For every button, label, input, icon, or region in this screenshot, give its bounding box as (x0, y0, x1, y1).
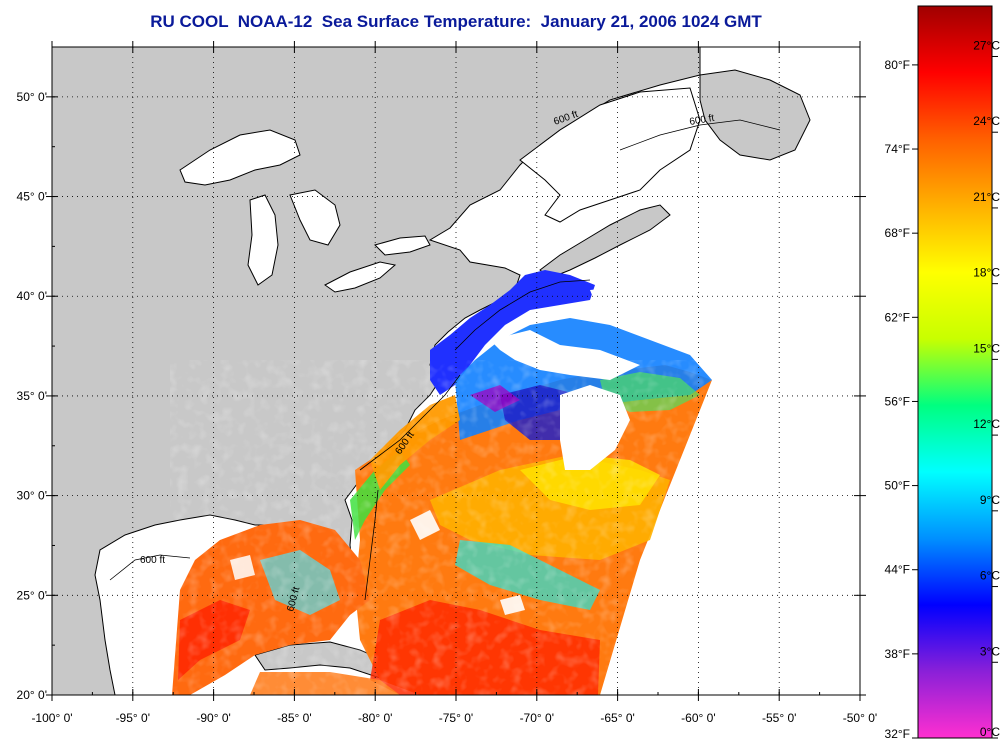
lon-tick-label: -75° 0' (439, 711, 473, 725)
celsius-label: 18°C (973, 266, 1000, 280)
celsius-label: 21°C (973, 190, 1000, 204)
depth-contours (109, 119, 781, 601)
lat-tick-label: 25° 0' (17, 588, 47, 602)
lat-tick-label: 30° 0' (17, 489, 47, 503)
lat-tick-label: 40° 0' (17, 289, 47, 303)
lat-lon-grid (52, 47, 860, 695)
colorbar: 27°C 24°C 21°C 18°C 15°C 12°C 9°C 6°C 3°C 0°C 80°… (885, 5, 1000, 741)
longitude-labels: -100° 0' -95° 0' -90° 0' -85° 0' -80° 0' -75°… (31, 711, 877, 725)
colorbar-fahrenheit-labels: 80°F 74°F 68°F 62°F 56°F 50°F 44°F 38°F 32°F (885, 58, 918, 741)
celsius-label: 0°C (980, 725, 1000, 739)
colorbar-gradient (917, 5, 993, 739)
lon-tick-label: -70° 0' (520, 711, 554, 725)
lon-tick-label: -80° 0' (358, 711, 392, 725)
great-lake-huron (289, 189, 341, 246)
lat-tick-label: 50° 0' (17, 90, 47, 104)
map-title: RU COOL NOAA-12 Sea Surface Temperature:… (150, 12, 762, 31)
lat-tick-label: 45° 0' (17, 190, 47, 204)
axis-ticks (46, 41, 866, 701)
great-lake-michigan (247, 194, 279, 286)
lat-tick-label: 20° 0' (17, 688, 47, 702)
fahrenheit-label: 38°F (885, 647, 910, 661)
land-newfoundland (699, 69, 811, 161)
great-lake-superior (179, 129, 301, 186)
lon-tick-label: -60° 0' (681, 711, 715, 725)
celsius-label: 9°C (980, 493, 1000, 507)
fahrenheit-label: 32°F (885, 727, 910, 741)
latitude-labels: 50° 0' 45° 0' 40° 0' 35° 0' 30° 0' 25° 0' 20° … (17, 90, 47, 702)
great-lake-ontario (374, 235, 431, 256)
celsius-label: 27°C (973, 38, 1000, 52)
lon-tick-label: -95° 0' (116, 711, 150, 725)
gulf-of-st-lawrence (519, 87, 701, 223)
fahrenheit-label: 56°F (885, 394, 910, 408)
great-lake-erie (324, 261, 397, 293)
lon-tick-label: -65° 0' (600, 711, 634, 725)
celsius-label: 12°C (973, 417, 1000, 431)
celsius-label: 24°C (973, 114, 1000, 128)
celsius-label: 15°C (973, 341, 1000, 355)
contour-label: 600 ft (689, 113, 716, 128)
lon-tick-label: -85° 0' (277, 711, 311, 725)
fahrenheit-label: 68°F (885, 226, 910, 240)
celsius-label: 3°C (980, 644, 1000, 658)
fahrenheit-label: 80°F (885, 58, 910, 72)
lat-tick-label: 35° 0' (17, 389, 47, 403)
celsius-label: 6°C (980, 569, 1000, 583)
lon-tick-label: -55° 0' (762, 711, 796, 725)
contour-label: 600 ft (140, 555, 165, 566)
lon-tick-label: -100° 0' (31, 711, 72, 725)
lon-tick-label: -50° 0' (843, 711, 877, 725)
sst-swath (170, 270, 720, 695)
fahrenheit-label: 62°F (885, 310, 910, 324)
colorbar-celsius-labels: 27°C 24°C 21°C 18°C 15°C 12°C 9°C 6°C 3°C 0°C (973, 38, 1000, 739)
fahrenheit-label: 74°F (885, 142, 910, 156)
land-nova-scotia (539, 204, 671, 279)
fahrenheit-label: 44°F (885, 563, 910, 577)
lon-tick-label: -90° 0' (196, 711, 230, 725)
fahrenheit-label: 50°F (885, 479, 910, 493)
